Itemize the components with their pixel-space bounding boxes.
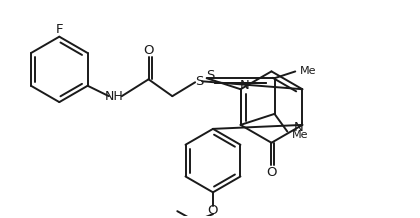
Text: S: S bbox=[195, 75, 203, 88]
Text: O: O bbox=[266, 166, 277, 179]
Text: NH: NH bbox=[105, 90, 123, 103]
Text: Me: Me bbox=[300, 66, 317, 77]
Text: N: N bbox=[294, 121, 303, 134]
Text: Me: Me bbox=[292, 129, 309, 140]
Text: O: O bbox=[208, 204, 218, 217]
Text: S: S bbox=[206, 69, 215, 82]
Text: F: F bbox=[55, 23, 63, 36]
Text: O: O bbox=[143, 44, 154, 57]
Text: N: N bbox=[240, 79, 249, 92]
